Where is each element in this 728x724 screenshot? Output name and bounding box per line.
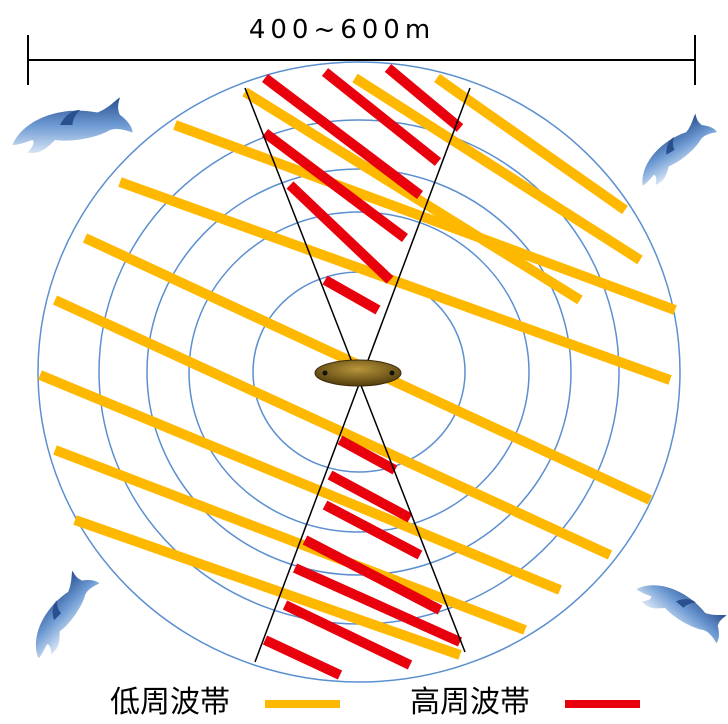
legend-label: 高周波帯: [410, 685, 530, 720]
high-frequency-stripe: [322, 275, 381, 315]
stripes: [38, 64, 677, 680]
low-frequency-stripe: [118, 177, 672, 385]
ring: [188, 211, 530, 533]
high-frequency-stripe: [261, 74, 424, 199]
dolphin: [11, 563, 111, 663]
low-frequency-stripe: [52, 295, 613, 560]
ship: [314, 359, 402, 387]
high-frequency-stripe: [337, 435, 398, 475]
low-frequency-stripe: [352, 73, 643, 265]
high-frequency-stripe: [282, 600, 413, 670]
high-frequency-stripe: [322, 500, 423, 560]
dolphin: [632, 560, 728, 656]
low-frequency-stripe: [242, 87, 583, 305]
legend-label: 低周波帯: [110, 685, 230, 720]
high-frequency-stripe: [302, 535, 443, 615]
low-frequency-stripe: [434, 73, 628, 215]
high-frequency-stripe: [286, 181, 394, 284]
low-frequency-stripe: [73, 515, 462, 660]
high-frequency-stripe: [262, 129, 408, 242]
high-frequency-stripe: [327, 470, 413, 523]
dimension-label: 400~600m: [249, 15, 435, 45]
ring: [37, 61, 681, 683]
high-frequency-stripe: [384, 64, 464, 132]
low-frequency-stripe: [38, 370, 562, 595]
dolphin: [624, 108, 725, 192]
dolphin: [12, 97, 133, 153]
high-frequency-stripe: [321, 68, 442, 166]
low-frequency-stripe: [173, 120, 677, 315]
high-frequency-stripe: [292, 563, 463, 647]
ship-detail: [389, 370, 395, 376]
low-frequency-stripe: [53, 445, 527, 635]
high-frequency-stripe: [262, 635, 343, 680]
ship-detail: [322, 370, 328, 376]
ring: [146, 168, 572, 576]
